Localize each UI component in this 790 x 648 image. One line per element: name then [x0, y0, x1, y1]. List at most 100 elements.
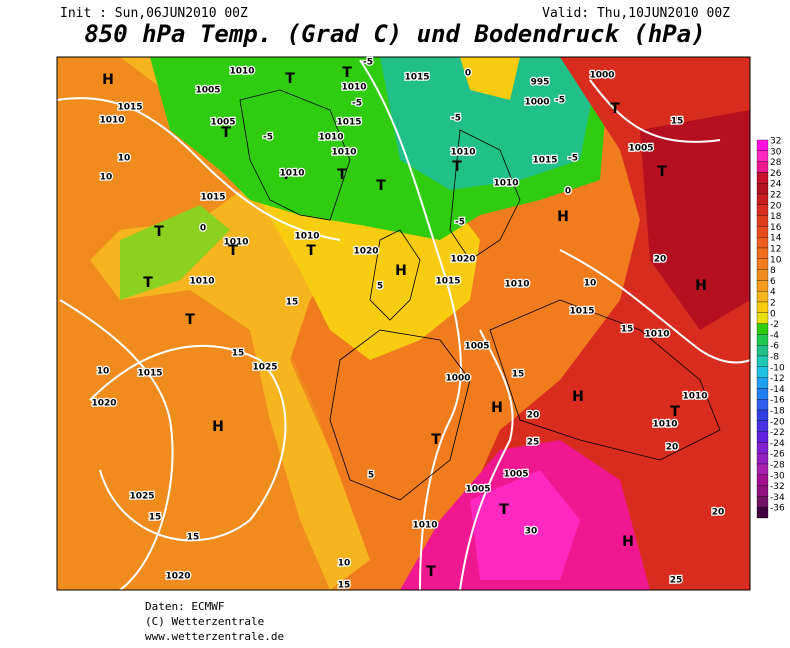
pressure-center: T	[228, 243, 238, 259]
colorbar-label: 22	[770, 191, 781, 201]
colorbar-label: 30	[770, 147, 782, 157]
coastlines	[239, 89, 721, 501]
contour-label: 1010	[504, 280, 529, 290]
contour-label: 1020	[91, 399, 116, 409]
pressure-center: T	[657, 164, 667, 180]
colorbar-swatch	[756, 215, 769, 227]
colorbar-label: -8	[770, 353, 779, 363]
contour-label: 1010	[294, 232, 319, 242]
contour-label: 1000	[589, 71, 614, 81]
contour-label: 1005	[195, 86, 220, 96]
contour-label: -5	[568, 154, 578, 164]
colorbar-label: 20	[770, 201, 782, 211]
contour-label: 25	[670, 576, 683, 586]
colorbar-swatch	[756, 355, 769, 367]
pressure-center: H	[695, 278, 707, 294]
colorbar-label: -36	[770, 504, 785, 514]
colorbar-label: 18	[770, 212, 782, 222]
colorbar-swatch	[756, 237, 769, 249]
contour-label: 1000	[524, 98, 549, 108]
footer-source: Daten: ECMWF	[145, 600, 224, 613]
pressure-center: H	[622, 534, 634, 550]
colorbar-swatch	[756, 258, 769, 270]
contour-label: 1020	[450, 255, 475, 265]
colorbar-label: -30	[770, 471, 785, 481]
contour-label: 1010	[493, 179, 518, 189]
colorbar-label: 2	[770, 299, 776, 309]
colorbar-label: -26	[770, 450, 785, 460]
contour-label: 20	[666, 443, 679, 453]
contour-label: 10	[118, 154, 131, 164]
contour-label: 995	[531, 78, 550, 88]
pressure-center: T	[221, 125, 231, 141]
pressure-center: H	[212, 419, 224, 435]
contour-label: 1015	[137, 369, 162, 379]
contour-label: 1015	[435, 277, 460, 287]
contour-label: 1010	[229, 67, 254, 77]
contour-label: 1005	[503, 470, 528, 480]
pressure-center: T	[670, 404, 680, 420]
colorbar-swatch	[756, 453, 769, 465]
colorbar-label: -22	[770, 428, 785, 438]
contour-label: 1015	[336, 118, 361, 128]
contour-label: 1005	[464, 342, 489, 352]
contour-label: 1005	[465, 485, 490, 495]
contour-label: 20	[654, 255, 667, 265]
colorbar-swatch	[756, 474, 769, 486]
contour-label: 1010	[450, 148, 475, 158]
colorbar-swatch	[756, 172, 769, 184]
colorbar-swatch	[756, 345, 769, 357]
contour-label: -5	[555, 96, 565, 106]
colorbar: 32302826242220181614121086420-2-4-6-8-10…	[756, 137, 785, 519]
pressure-center: H	[491, 400, 503, 416]
footer-copyright: (C) Wetterzentrale	[145, 615, 264, 628]
colorbar-label: -28	[770, 461, 785, 471]
init-time: Init : Sun,06JUN2010 00Z	[60, 6, 248, 21]
contour-label: 1020	[353, 247, 378, 257]
contour-label: 1010	[331, 148, 356, 158]
colorbar-swatch	[756, 323, 769, 335]
pressure-center: T	[426, 564, 436, 580]
contour-label: 0	[465, 69, 471, 79]
temp-region	[470, 470, 580, 580]
contour-label: 1000	[445, 374, 470, 384]
colorbar-label: 8	[770, 266, 776, 276]
contour-label: 1015	[200, 193, 225, 203]
colorbar-label: 32	[770, 137, 781, 147]
colorbar-swatch	[756, 247, 769, 259]
contour-label: 15	[338, 581, 351, 591]
colorbar-label: 10	[770, 255, 782, 265]
contour-label: 1005	[628, 144, 653, 154]
colorbar-swatch	[756, 280, 769, 292]
colorbar-label: -4	[770, 331, 779, 341]
contour-label: 15	[187, 533, 200, 543]
contour-label: 1015	[404, 73, 429, 83]
contour-label: 1010	[341, 83, 366, 93]
colorbar-label: 4	[770, 288, 776, 298]
colorbar-swatch	[756, 291, 769, 303]
contour-label: -5	[455, 218, 465, 228]
contour-label: -5	[352, 99, 362, 109]
colorbar-swatch	[756, 388, 769, 400]
colorbar-label: -2	[770, 320, 779, 330]
contour-label: 1010	[99, 116, 124, 126]
colorbar-label: -16	[770, 396, 785, 406]
colorbar-label: -10	[770, 363, 785, 373]
map-title: 850 hPa Temp. (Grad C) und Bodendruck (h…	[84, 20, 705, 48]
colorbar-swatch	[756, 183, 769, 195]
contour-label: 10	[97, 367, 110, 377]
contour-label: 20	[527, 411, 540, 421]
pressure-center: T	[154, 224, 164, 240]
colorbar-label: -18	[770, 407, 785, 417]
contour-label: 1005	[210, 118, 235, 128]
colorbar-label: 26	[770, 169, 782, 179]
contour-label: 1025	[129, 492, 154, 502]
colorbar-swatch	[756, 193, 769, 205]
colorbar-label: -20	[770, 417, 785, 427]
contour-label: -5	[451, 114, 461, 124]
pressure-center: T	[499, 502, 509, 518]
colorbar-swatch	[756, 420, 769, 432]
contour-label: 0	[565, 187, 571, 197]
